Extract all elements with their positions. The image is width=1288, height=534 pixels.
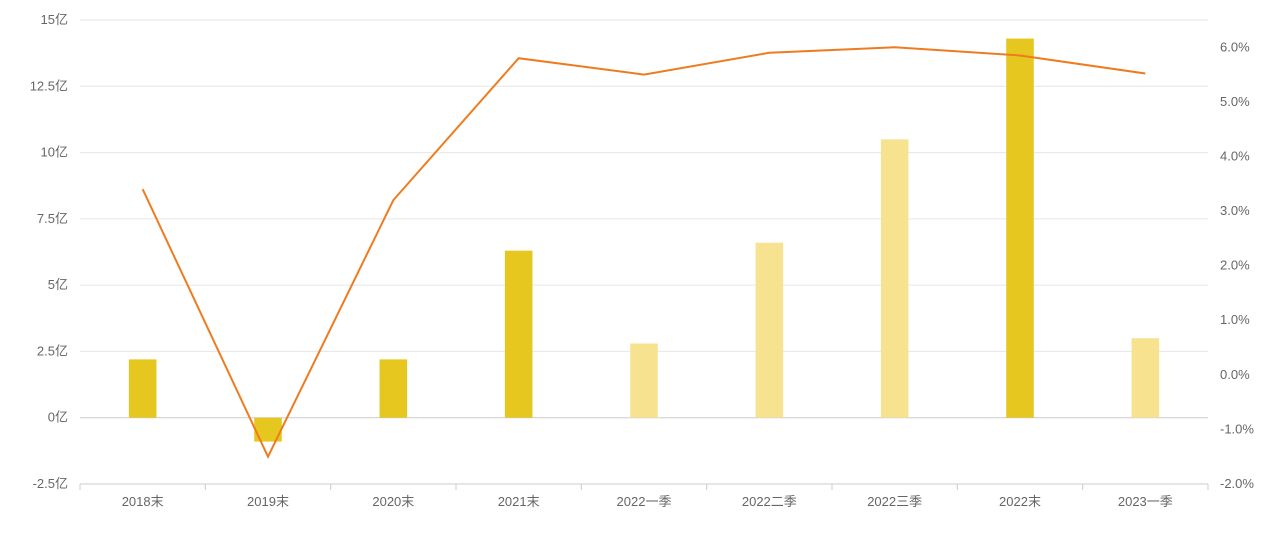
x-category-label: 2023一季 <box>1118 494 1173 509</box>
bar <box>380 359 408 417</box>
x-category-label: 2022二季 <box>742 494 797 509</box>
y-left-label: 2.5亿 <box>37 343 68 358</box>
y-left-label: -2.5亿 <box>33 476 68 491</box>
y-right-label: -2.0% <box>1220 476 1254 491</box>
bar <box>1132 338 1160 418</box>
bar-line-chart: -2.5亿 0亿 2.5亿 5亿 7.5亿 10亿 12.5亿 15亿 -2.0% -1.0% 0.… <box>0 0 1288 534</box>
y-left-label: 0亿 <box>48 410 68 425</box>
bar <box>129 359 157 417</box>
chart-svg: -2.5亿 0亿 2.5亿 5亿 7.5亿 10亿 12.5亿 15亿 -2.0% -1.0% 0.… <box>0 0 1288 534</box>
y-right-label: 3.0% <box>1220 203 1250 218</box>
y-left-label: 5亿 <box>48 277 68 292</box>
y-left-label: 15亿 <box>41 12 68 27</box>
bar <box>756 243 784 418</box>
y-right-label: 5.0% <box>1220 94 1250 109</box>
bar <box>505 251 533 418</box>
y-left-label: 10亿 <box>41 145 68 160</box>
y-right-label: 0.0% <box>1220 367 1250 382</box>
y-right-label: 2.0% <box>1220 258 1250 273</box>
x-category-label: 2019末 <box>247 494 289 509</box>
x-category-label: 2018末 <box>122 494 164 509</box>
x-category-label: 2022三季 <box>867 494 922 509</box>
y-right-label: -1.0% <box>1220 421 1254 436</box>
x-category-label: 2022一季 <box>617 494 672 509</box>
x-category-label: 2021末 <box>498 494 540 509</box>
y-right-label: 4.0% <box>1220 148 1250 163</box>
y-left-label: 12.5亿 <box>30 78 68 93</box>
y-right-label: 1.0% <box>1220 312 1250 327</box>
bar <box>881 139 909 417</box>
y-left-label: 7.5亿 <box>37 211 68 226</box>
bar <box>1006 39 1034 418</box>
bar <box>630 343 658 417</box>
y-right-label: 6.0% <box>1220 39 1250 54</box>
x-category-label: 2022末 <box>999 494 1041 509</box>
x-category-label: 2020末 <box>372 494 414 509</box>
